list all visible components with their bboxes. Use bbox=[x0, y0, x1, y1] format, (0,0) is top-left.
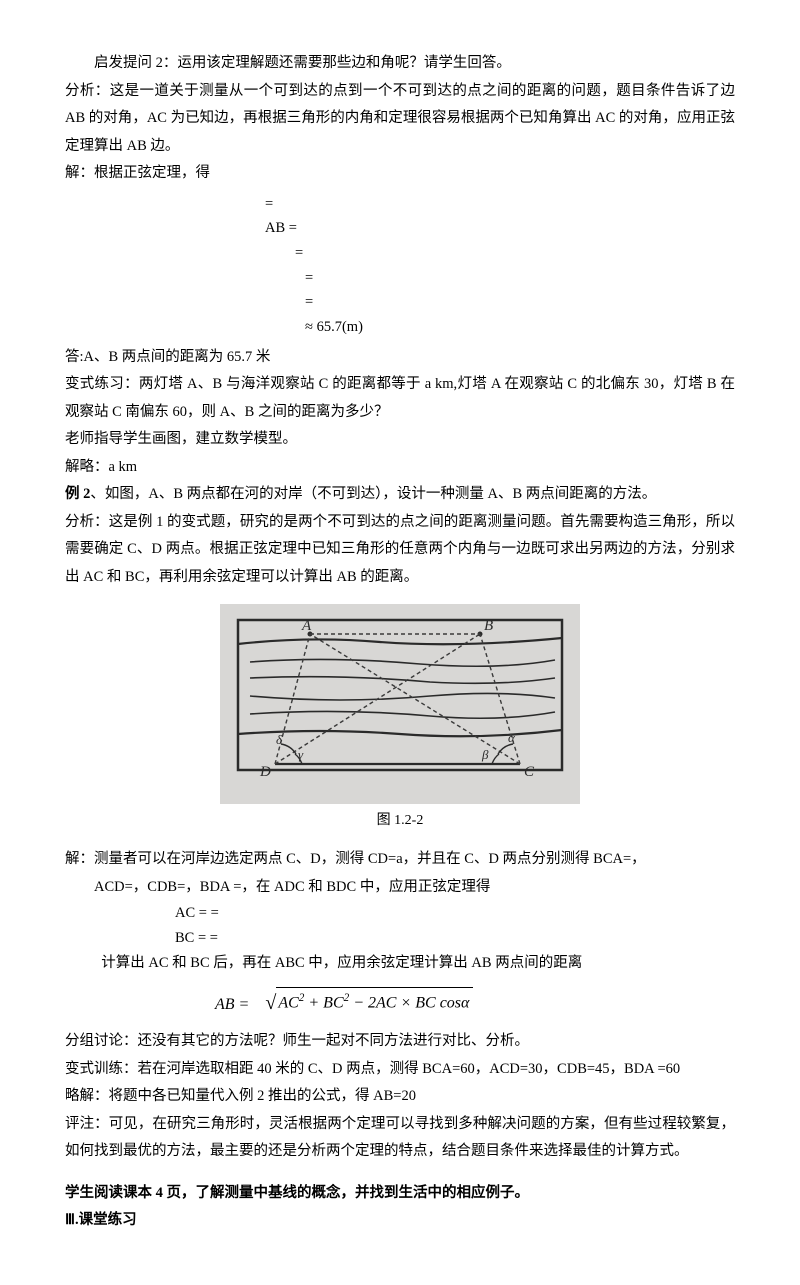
svg-text:B: B bbox=[484, 618, 493, 634]
sqrt-expression: √ AC2 + BC2 − 2AC × BC cosα bbox=[265, 984, 473, 1022]
solution-2b: ACD=，CDB=，BDA =，在 ADC 和 BDC 中，应用正弦定理得 bbox=[65, 874, 735, 902]
group-discussion: 分组讨论：还没有其它的方法呢？师生一起对不同方法进行对比、分析。 bbox=[65, 1028, 735, 1056]
formula-lhs: AB = bbox=[215, 996, 249, 1013]
svg-text:γ: γ bbox=[298, 747, 304, 762]
analysis-2: 分析：这是例 1 的变式题，研究的是两个不可到达的点之间的距离测量问题。首先需要… bbox=[65, 509, 735, 592]
reading-instruction: 学生阅读课本 4 页，了解测量中基线的概念，并找到生活中的相应例子。 bbox=[65, 1180, 735, 1208]
section-3-heading: Ⅲ.课堂练习 bbox=[65, 1207, 735, 1235]
eq-line: AB = bbox=[265, 216, 735, 241]
equation-block-1: = AB = = = = ≈ 65.7(m) bbox=[65, 192, 735, 340]
svg-text:δ: δ bbox=[276, 732, 283, 747]
eq-line: ≈ 65.7(m) bbox=[265, 315, 735, 340]
figure-caption: 图 1.2-2 bbox=[65, 808, 735, 835]
answer-1: 答:A、B 两点间的距离为 65.7 米 bbox=[65, 344, 735, 372]
example-label: 例 2 bbox=[65, 486, 90, 502]
svg-text:C: C bbox=[524, 764, 535, 780]
svg-text:α: α bbox=[508, 730, 516, 745]
brief-solution-2: 略解：将题中各已知量代入例 2 推出的公式，得 AB=20 bbox=[65, 1083, 735, 1111]
teacher-note: 老师指导学生画图，建立数学模型。 bbox=[65, 426, 735, 454]
eq-line: = bbox=[265, 266, 735, 291]
river-figure: A B D C δ γ α β 图 1.2-2 bbox=[65, 604, 735, 835]
svg-text:D: D bbox=[259, 764, 271, 780]
ab-formula: AB = √ AC2 + BC2 − 2AC × BC cosα bbox=[65, 984, 735, 1022]
radical-icon: √ bbox=[265, 984, 276, 1022]
eq-line: = bbox=[265, 290, 735, 315]
commentary: 评注：可见，在研究三角形时，灵活根据两个定理可以寻找到多种解决问题的方案，但有些… bbox=[65, 1111, 735, 1166]
eq-line: = bbox=[265, 192, 735, 217]
eq-line: = bbox=[265, 241, 735, 266]
variant-exercise-1: 变式练习：两灯塔 A、B 与海洋观察站 C 的距离都等于 a km,灯塔 A 在… bbox=[65, 371, 735, 426]
eq-ac: AC = = bbox=[65, 901, 735, 926]
solution-2: 解：测量者可以在河岸边选定两点 C、D，测得 CD=a，并且在 C、D 两点分别… bbox=[65, 846, 735, 874]
analysis-1: 分析：这是一道关于测量从一个可到达的点到一个不可到达的点之间的距离的问题，题目条… bbox=[65, 78, 735, 161]
example-2-heading: 例 2、如图，A、B 两点都在河的对岸（不可到达），设计一种测量 A、B 两点间… bbox=[65, 481, 735, 509]
example-2-text: 、如图，A、B 两点都在河的对岸（不可到达），设计一种测量 A、B 两点间距离的… bbox=[90, 486, 656, 502]
prompt-question: 启发提问 2：运用该定理解题还需要那些边和角呢？请学生回答。 bbox=[65, 50, 735, 78]
brief-solution: 解略：a km bbox=[65, 454, 735, 482]
solution-intro-1: 解：根据正弦定理，得 bbox=[65, 160, 735, 188]
variant-training: 变式训练：若在河岸选取相距 40 米的 C、D 两点，测得 BCA=60，ACD… bbox=[65, 1056, 735, 1084]
radicand: AC2 + BC2 − 2AC × BC cosα bbox=[276, 987, 473, 1019]
svg-text:A: A bbox=[301, 618, 312, 634]
svg-text:β: β bbox=[481, 747, 489, 762]
eq-bc: BC = = bbox=[65, 926, 735, 951]
calc-note: 计算出 AC 和 BC 后，再在 ABC 中，应用余弦定理计算出 AB 两点间的… bbox=[65, 950, 735, 978]
river-diagram-svg: A B D C δ γ α β bbox=[220, 604, 580, 804]
